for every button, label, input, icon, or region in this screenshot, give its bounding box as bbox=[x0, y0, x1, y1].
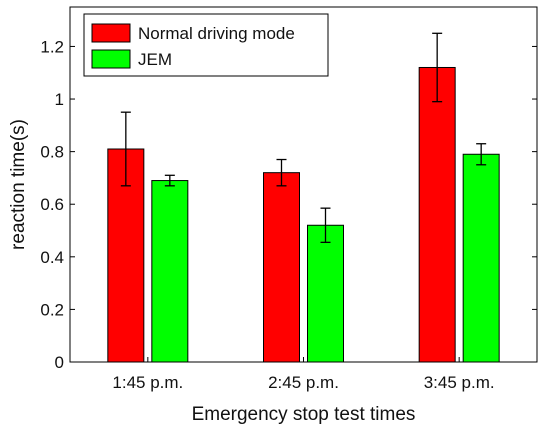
x-tick-label: 1:45 p.m. bbox=[112, 373, 183, 392]
y-tick-label: 1.2 bbox=[40, 37, 64, 56]
y-axis-label: reaction time(s) bbox=[8, 119, 29, 250]
bar-normal-1 bbox=[263, 172, 300, 363]
y-tick-label: 0.4 bbox=[40, 248, 64, 267]
x-tick-label: 3:45 p.m. bbox=[424, 373, 495, 392]
legend: Normal driving mode JEM bbox=[83, 13, 329, 77]
y-tick-label: 0 bbox=[55, 353, 64, 372]
bar-jem-1 bbox=[307, 224, 344, 363]
plot-area bbox=[69, 6, 538, 363]
x-axis-label: Emergency stop test times bbox=[192, 404, 416, 425]
y-tick-label: 0.8 bbox=[40, 143, 64, 162]
bar-jem-0 bbox=[151, 180, 189, 363]
legend-label-jem: JEM bbox=[138, 50, 172, 69]
axis-ticks: 1:45 p.m. 2:45 p.m. 3:45 p.m. 0 0.2 0.4 0.6 0.8… bbox=[40, 37, 537, 392]
legend-swatch-jem bbox=[91, 49, 131, 69]
bar-normal-2 bbox=[418, 66, 456, 363]
y-tick-label: 1 bbox=[55, 90, 64, 109]
y-tick-label: 0.2 bbox=[40, 300, 64, 319]
y-tick-label: 0.6 bbox=[40, 195, 64, 214]
bar-jem-2 bbox=[462, 153, 500, 363]
legend-label-normal: Normal driving mode bbox=[138, 24, 295, 43]
x-tick-label: 2:45 p.m. bbox=[268, 373, 339, 392]
legend-swatch-normal bbox=[91, 23, 131, 43]
